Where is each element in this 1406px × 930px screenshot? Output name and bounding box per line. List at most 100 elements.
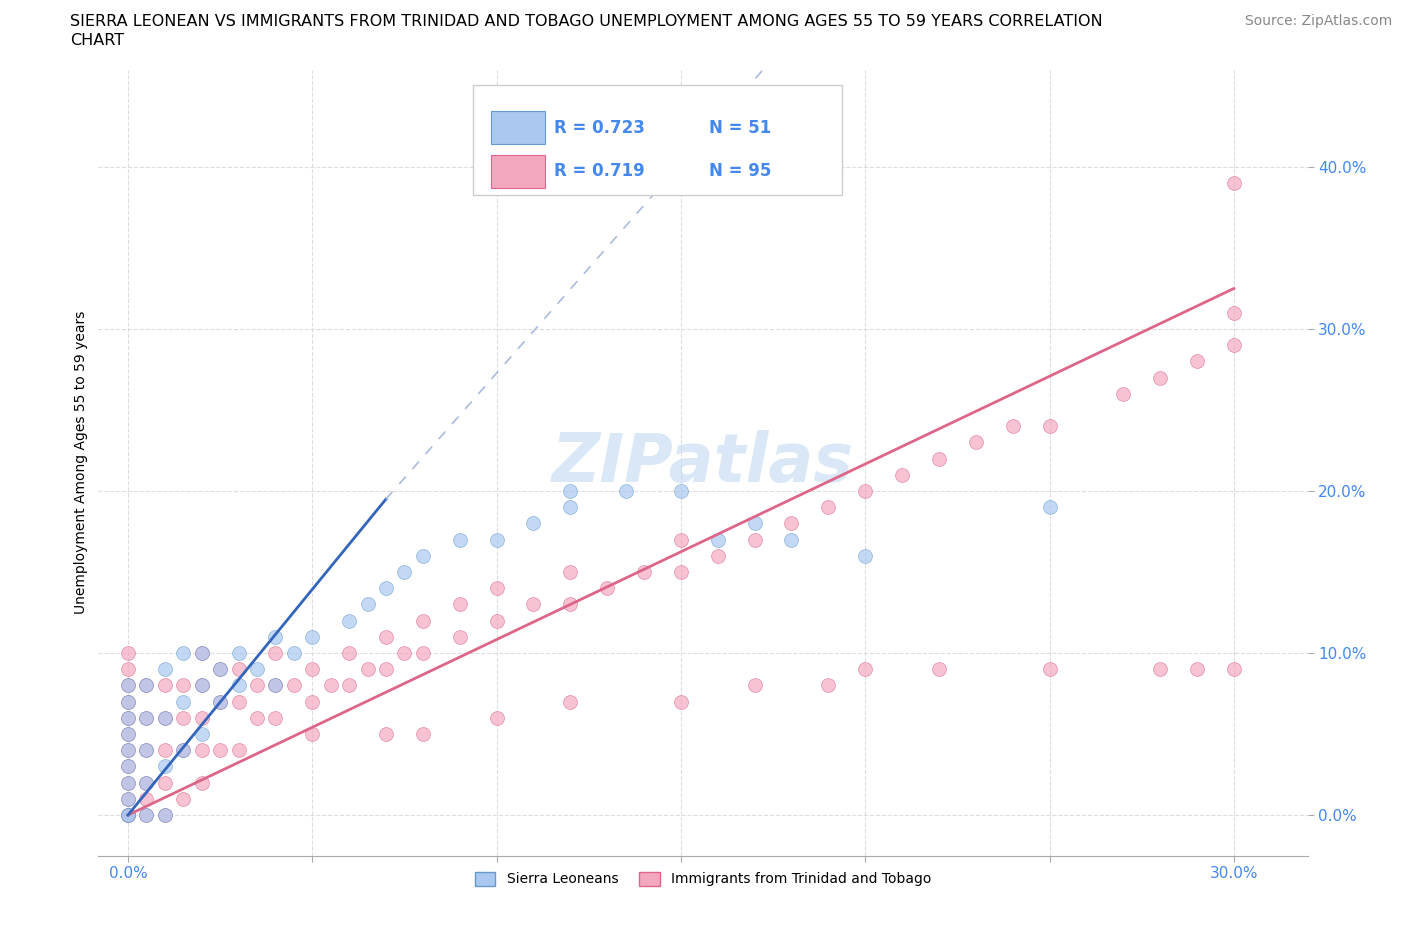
Point bbox=[117, 807, 139, 822]
Point bbox=[744, 516, 766, 531]
Point bbox=[485, 581, 508, 596]
Point bbox=[744, 678, 766, 693]
Point bbox=[744, 532, 766, 547]
FancyBboxPatch shape bbox=[492, 112, 544, 144]
Point bbox=[669, 694, 692, 709]
Point bbox=[356, 662, 378, 677]
Point bbox=[412, 549, 434, 564]
Point bbox=[228, 678, 250, 693]
Point bbox=[190, 726, 212, 741]
Point bbox=[485, 711, 508, 725]
Point bbox=[172, 678, 194, 693]
FancyBboxPatch shape bbox=[474, 86, 842, 195]
Point bbox=[153, 711, 176, 725]
Point bbox=[375, 581, 398, 596]
Text: R = 0.719: R = 0.719 bbox=[554, 162, 645, 180]
Point bbox=[228, 645, 250, 660]
Point bbox=[117, 791, 139, 806]
Point bbox=[135, 807, 157, 822]
Point bbox=[817, 499, 839, 514]
Point bbox=[1149, 370, 1171, 385]
Point bbox=[172, 743, 194, 758]
Point bbox=[117, 791, 139, 806]
Point bbox=[117, 678, 139, 693]
Point bbox=[1038, 499, 1060, 514]
Point bbox=[209, 694, 232, 709]
Point bbox=[669, 484, 692, 498]
Point bbox=[153, 662, 176, 677]
Point bbox=[1223, 662, 1246, 677]
Legend: Sierra Leoneans, Immigrants from Trinidad and Tobago: Sierra Leoneans, Immigrants from Trinida… bbox=[470, 866, 936, 892]
Point bbox=[172, 743, 194, 758]
Text: ZIPatlas: ZIPatlas bbox=[553, 430, 853, 496]
Point bbox=[117, 807, 139, 822]
Point bbox=[117, 678, 139, 693]
Point bbox=[190, 645, 212, 660]
Point bbox=[596, 581, 619, 596]
Point bbox=[449, 532, 471, 547]
Point bbox=[301, 694, 323, 709]
Point bbox=[706, 532, 728, 547]
Y-axis label: Unemployment Among Ages 55 to 59 years: Unemployment Among Ages 55 to 59 years bbox=[75, 311, 89, 615]
Point bbox=[135, 807, 157, 822]
Point bbox=[356, 597, 378, 612]
Point bbox=[412, 726, 434, 741]
Point bbox=[209, 743, 232, 758]
Point bbox=[190, 743, 212, 758]
Point bbox=[485, 613, 508, 628]
Point bbox=[153, 776, 176, 790]
Point bbox=[669, 565, 692, 579]
Point bbox=[209, 662, 232, 677]
Point bbox=[153, 759, 176, 774]
Text: SIERRA LEONEAN VS IMMIGRANTS FROM TRINIDAD AND TOBAGO UNEMPLOYMENT AMONG AGES 55: SIERRA LEONEAN VS IMMIGRANTS FROM TRINID… bbox=[70, 14, 1102, 29]
Point bbox=[117, 694, 139, 709]
Point bbox=[135, 743, 157, 758]
Point bbox=[283, 678, 305, 693]
Point bbox=[319, 678, 342, 693]
Point bbox=[117, 776, 139, 790]
Point bbox=[412, 645, 434, 660]
Point bbox=[264, 678, 287, 693]
Point bbox=[190, 678, 212, 693]
Point bbox=[190, 678, 212, 693]
Point bbox=[117, 807, 139, 822]
Text: R = 0.723: R = 0.723 bbox=[554, 119, 645, 137]
Point bbox=[412, 613, 434, 628]
Point bbox=[928, 451, 950, 466]
Point bbox=[1149, 662, 1171, 677]
Point bbox=[153, 711, 176, 725]
Point bbox=[190, 776, 212, 790]
Point bbox=[172, 694, 194, 709]
Text: N = 95: N = 95 bbox=[709, 162, 772, 180]
Point bbox=[375, 662, 398, 677]
Point bbox=[283, 645, 305, 660]
Point bbox=[375, 726, 398, 741]
Point bbox=[153, 807, 176, 822]
Point bbox=[1223, 338, 1246, 352]
Point bbox=[853, 549, 876, 564]
Point bbox=[117, 726, 139, 741]
Point bbox=[117, 726, 139, 741]
Point bbox=[135, 776, 157, 790]
Point bbox=[117, 807, 139, 822]
Point bbox=[560, 484, 582, 498]
Point bbox=[135, 791, 157, 806]
Point bbox=[1038, 662, 1060, 677]
Point bbox=[117, 711, 139, 725]
Point bbox=[246, 662, 269, 677]
Point bbox=[228, 662, 250, 677]
Point bbox=[135, 711, 157, 725]
Point bbox=[522, 597, 544, 612]
Point bbox=[246, 678, 269, 693]
Point bbox=[246, 711, 269, 725]
Point bbox=[264, 711, 287, 725]
Point bbox=[135, 678, 157, 693]
Point bbox=[190, 711, 212, 725]
Point bbox=[337, 613, 360, 628]
Point bbox=[337, 645, 360, 660]
Point bbox=[117, 776, 139, 790]
Point bbox=[669, 532, 692, 547]
Point bbox=[264, 645, 287, 660]
Point bbox=[209, 662, 232, 677]
Point bbox=[264, 678, 287, 693]
